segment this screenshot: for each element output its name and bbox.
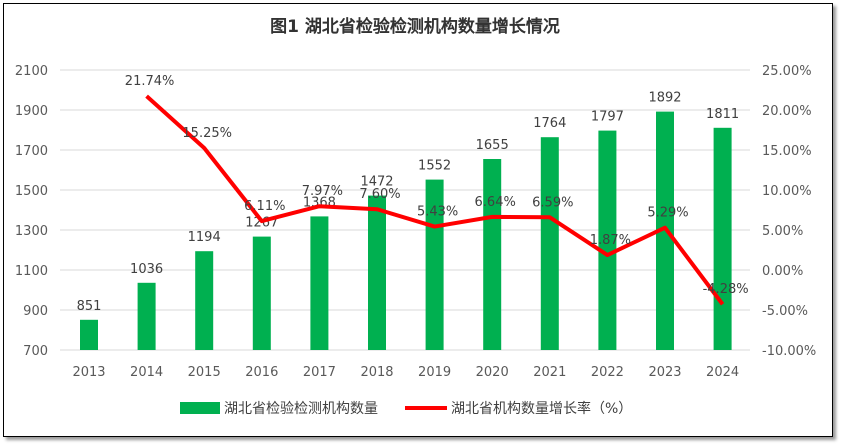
bar-label: 1194	[188, 230, 221, 245]
y-right-tick: -5.00%	[762, 304, 808, 319]
x-tick: 2013	[72, 365, 105, 380]
bar-label: 1797	[591, 110, 624, 125]
bar-label: 1552	[418, 159, 451, 174]
y-left-tick: 1900	[15, 104, 48, 119]
bar	[540, 137, 559, 350]
y-right-tick: 20.00%	[762, 104, 812, 119]
y-right-tick: 5.00%	[762, 224, 803, 239]
legend-line-label: 湖北省机构数量增长率（%）	[451, 400, 632, 417]
y-right-tick: 25.00%	[762, 64, 812, 79]
line-label: 6.64%	[475, 195, 516, 210]
y-left-tick: 1500	[15, 184, 48, 199]
bar-label: 1472	[360, 175, 393, 190]
chart-title: 图1 湖北省检验检测机构数量增长情况	[270, 16, 560, 37]
x-tick: 2016	[245, 365, 278, 380]
bar	[80, 319, 98, 350]
bar-label: 1655	[476, 138, 509, 153]
line-label: 21.74%	[125, 74, 175, 89]
y-left-tick: 2100	[15, 64, 48, 79]
line-label: 5.43%	[417, 205, 458, 220]
bar	[425, 179, 444, 350]
y-left-tick: 700	[23, 344, 48, 359]
y-right-tick: 15.00%	[762, 144, 812, 159]
legend-bar-label: 湖北省检验检测机构数量	[224, 401, 378, 417]
legend-bar-swatch	[180, 402, 220, 414]
line-label: 6.11%	[244, 199, 285, 214]
bar	[137, 282, 156, 350]
bar-label: 1811	[706, 107, 739, 122]
x-tick: 2021	[533, 365, 566, 380]
y-right-tick: -10.00%	[762, 344, 816, 359]
y-left-tick: 1100	[15, 264, 48, 279]
bar	[310, 216, 329, 350]
x-tick: 2015	[188, 365, 221, 380]
x-tick: 2023	[648, 365, 681, 380]
line-label: 7.60%	[359, 187, 400, 202]
bar	[483, 159, 502, 350]
x-tick: 2020	[476, 365, 509, 380]
y-right-tick: 10.00%	[762, 184, 812, 199]
line-label: 5.29%	[647, 206, 688, 221]
x-tick: 2014	[130, 365, 163, 380]
bar-label: 1892	[648, 91, 681, 106]
bar	[195, 251, 214, 350]
line-label: 15.25%	[182, 126, 232, 141]
bar	[368, 195, 386, 350]
x-tick: 2022	[591, 365, 624, 380]
bar	[252, 236, 271, 350]
line-label: 6.59%	[532, 195, 573, 210]
line-label: -4.28%	[703, 282, 749, 297]
bar	[598, 130, 617, 350]
x-tick: 2019	[418, 365, 451, 380]
x-tick: 2018	[360, 365, 393, 380]
x-tick: 2024	[706, 365, 739, 380]
bar-label: 851	[77, 299, 102, 314]
bar	[713, 127, 732, 350]
line-label: 7.97%	[302, 184, 343, 199]
y-left-tick: 1700	[15, 144, 48, 159]
x-tick: 2017	[303, 365, 336, 380]
y-left-tick: 900	[23, 304, 48, 319]
line-label: 1.87%	[590, 233, 631, 248]
y-left-tick: 1300	[15, 224, 48, 239]
y-right-tick: 0.00%	[762, 264, 803, 279]
bar-label: 1036	[130, 262, 163, 277]
bar-label: 1764	[533, 116, 566, 131]
